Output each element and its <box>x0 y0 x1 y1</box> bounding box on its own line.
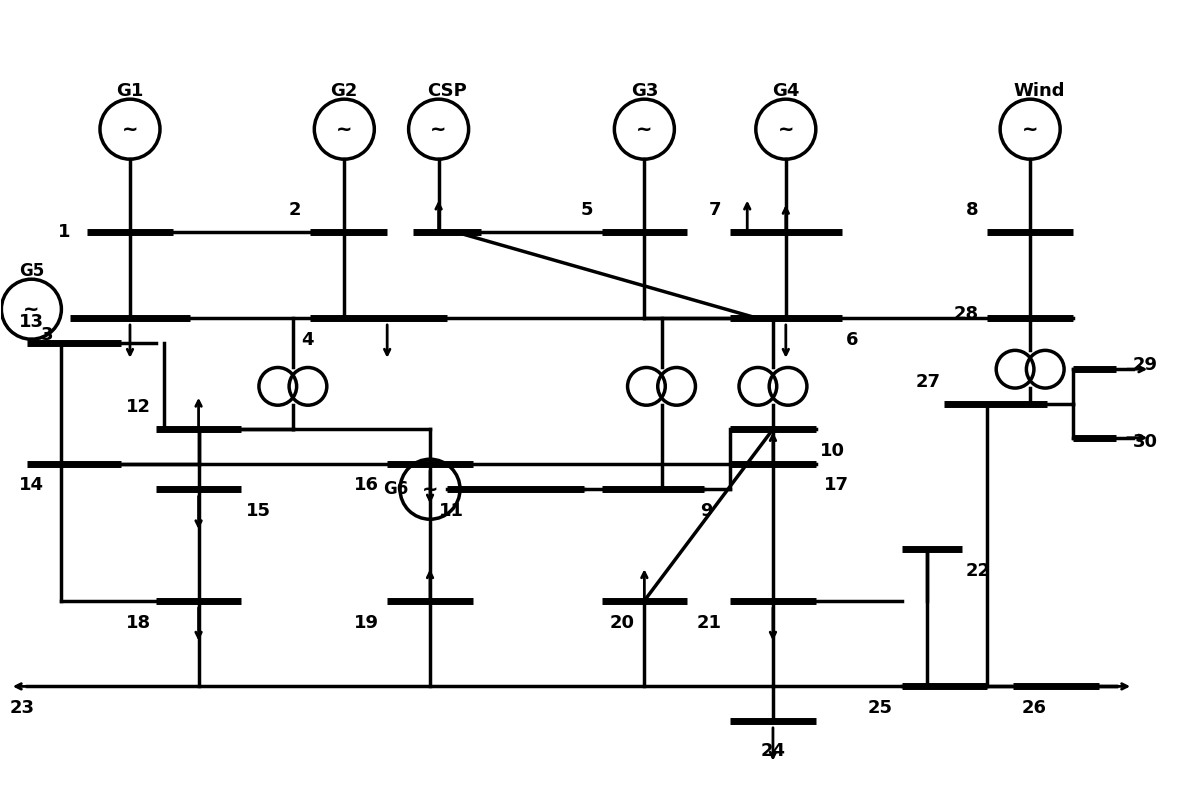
Text: 21: 21 <box>697 613 722 632</box>
Text: 6: 6 <box>846 331 858 349</box>
Text: 23: 23 <box>10 700 35 717</box>
Text: G3: G3 <box>630 82 658 99</box>
Text: 20: 20 <box>610 613 635 632</box>
Text: ~: ~ <box>636 119 652 139</box>
Text: G2: G2 <box>331 82 358 99</box>
Text: 26: 26 <box>1021 700 1047 717</box>
Text: 27: 27 <box>915 373 940 391</box>
Text: ~: ~ <box>122 119 138 139</box>
Text: 11: 11 <box>439 502 463 520</box>
Text: 3: 3 <box>41 326 53 345</box>
Text: 24: 24 <box>760 742 786 760</box>
Text: Wind: Wind <box>1013 82 1065 99</box>
Text: 16: 16 <box>354 476 379 495</box>
Text: 22: 22 <box>966 562 991 580</box>
Text: ~: ~ <box>336 119 352 139</box>
Text: ~: ~ <box>431 119 446 139</box>
Text: 9: 9 <box>700 502 713 520</box>
Text: G5: G5 <box>19 261 45 279</box>
Text: 28: 28 <box>954 305 979 323</box>
Text: ~: ~ <box>422 479 438 499</box>
Text: 7: 7 <box>709 201 722 220</box>
Text: ~: ~ <box>23 299 40 319</box>
Text: CSP: CSP <box>427 82 467 99</box>
Text: G4: G4 <box>772 82 800 99</box>
Text: 30: 30 <box>1133 433 1158 451</box>
Text: 2: 2 <box>289 201 302 220</box>
Text: ~: ~ <box>777 119 794 139</box>
Text: 18: 18 <box>126 613 152 632</box>
Text: 1: 1 <box>58 223 70 241</box>
Text: 14: 14 <box>18 476 43 495</box>
Text: 5: 5 <box>580 201 593 220</box>
Text: G1: G1 <box>117 82 143 99</box>
Text: G6: G6 <box>383 480 408 498</box>
Text: 13: 13 <box>18 312 43 331</box>
Text: ~: ~ <box>1021 119 1038 139</box>
Text: 15: 15 <box>245 502 271 520</box>
Text: 19: 19 <box>354 613 379 632</box>
Text: 17: 17 <box>824 476 849 495</box>
Text: 12: 12 <box>126 399 152 416</box>
Text: 4: 4 <box>302 331 314 349</box>
Text: 29: 29 <box>1133 356 1158 374</box>
Text: 25: 25 <box>869 700 893 717</box>
Text: 10: 10 <box>820 442 846 460</box>
Text: 8: 8 <box>966 201 979 220</box>
